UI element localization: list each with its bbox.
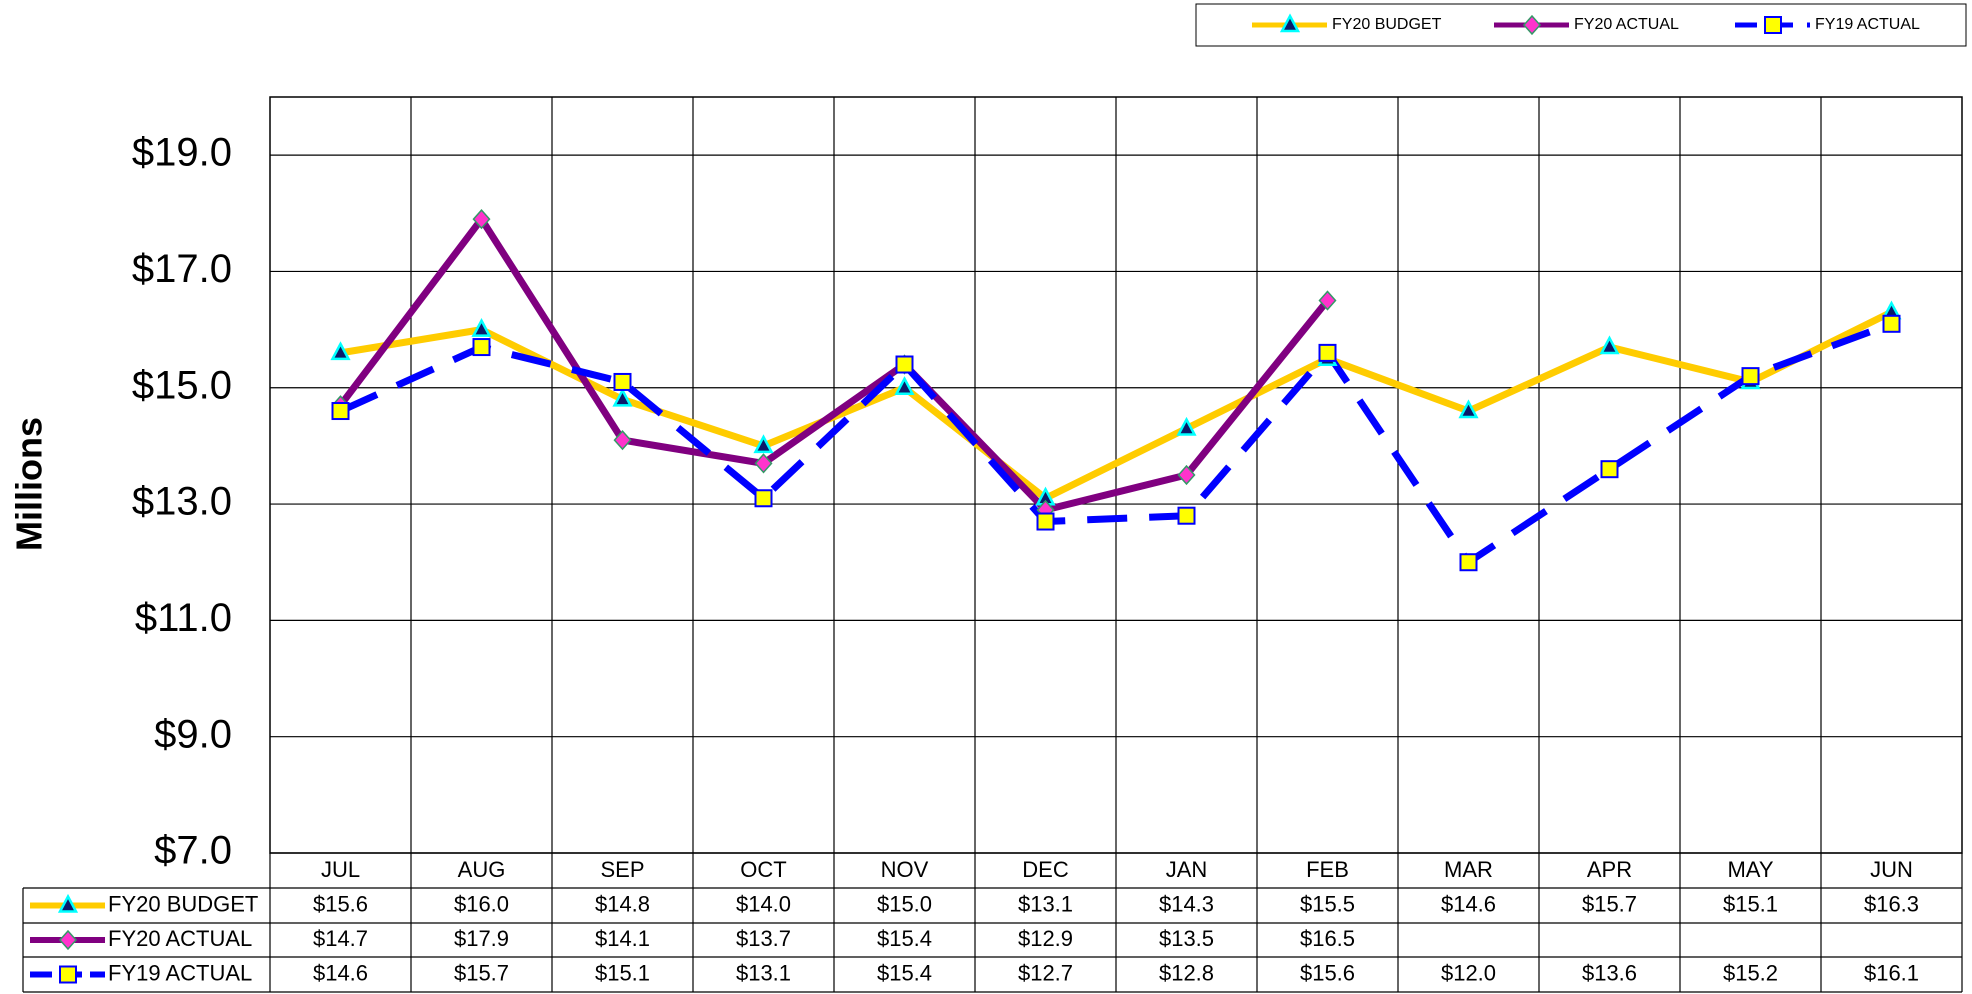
- point: [894, 376, 915, 396]
- table-value: $15.5: [1300, 891, 1355, 916]
- y-tick-label: $9.0: [154, 712, 232, 756]
- table-value: $15.1: [1723, 891, 1778, 916]
- point: [1741, 367, 1760, 386]
- point: [330, 341, 351, 361]
- table-value: $14.3: [1159, 891, 1214, 916]
- x-tick-label: AUG: [458, 857, 506, 882]
- x-tick-label: MAR: [1444, 857, 1493, 882]
- table-value: $15.6: [1300, 960, 1355, 985]
- table-value: $15.7: [454, 960, 509, 985]
- table-swatch-marker: [58, 929, 78, 951]
- table-value: $17.9: [454, 926, 509, 951]
- table-value: $16.3: [1864, 891, 1919, 916]
- point: [471, 317, 492, 337]
- table-series-name: FY20 BUDGET: [108, 891, 258, 916]
- table-value: $16.5: [1300, 926, 1355, 951]
- point: [1600, 460, 1619, 479]
- point: [613, 372, 632, 391]
- x-tick-label: JUL: [321, 857, 360, 882]
- table-value: $12.8: [1159, 960, 1214, 985]
- table-value: $12.7: [1018, 960, 1073, 985]
- table-value: $13.5: [1159, 926, 1214, 951]
- table-value: $14.8: [595, 891, 650, 916]
- table-value: $15.6: [313, 891, 368, 916]
- point: [613, 429, 632, 451]
- x-tick-label: OCT: [740, 857, 786, 882]
- series-line: [339, 320, 1893, 566]
- table-value: $15.2: [1723, 960, 1778, 985]
- y-tick-label: $17.0: [132, 247, 232, 291]
- y-tick-label: $19.0: [132, 131, 232, 175]
- table-value: $13.6: [1582, 960, 1637, 985]
- point: [1318, 343, 1337, 362]
- point: [472, 208, 491, 230]
- y-tick-label: $15.0: [132, 363, 232, 407]
- point: [331, 402, 350, 421]
- legend-marker: [1279, 13, 1301, 33]
- x-tick-label: JUN: [1870, 857, 1913, 882]
- legend-label: FY20 ACTUAL: [1574, 16, 1679, 33]
- point: [1599, 335, 1620, 355]
- table-value: $14.6: [1441, 891, 1496, 916]
- y-tick-label: $7.0: [154, 829, 232, 873]
- point: [1177, 506, 1196, 525]
- point: [1176, 416, 1197, 436]
- point: [895, 355, 914, 374]
- legend-label: FY20 BUDGET: [1332, 16, 1442, 33]
- legend-marker: [1764, 16, 1782, 34]
- y-axis-label: Millions: [9, 417, 50, 551]
- table-value: $14.1: [595, 926, 650, 951]
- point: [1882, 314, 1901, 333]
- table-swatch-marker: [59, 965, 77, 984]
- point: [754, 453, 773, 474]
- table-value: $14.0: [736, 891, 791, 916]
- x-tick-label: JAN: [1166, 857, 1208, 882]
- table-value: $15.4: [877, 960, 932, 985]
- point: [1177, 464, 1196, 486]
- table-series-name: FY19 ACTUAL: [108, 960, 252, 985]
- table-value: $14.6: [313, 960, 368, 985]
- point: [754, 489, 773, 508]
- point: [1458, 399, 1479, 419]
- table-series-name: FY20 ACTUAL: [108, 926, 252, 951]
- point: [753, 434, 774, 454]
- table-value: $14.7: [313, 926, 368, 951]
- table-value: $16.0: [454, 891, 509, 916]
- y-tick-label: $11.0: [135, 596, 232, 640]
- table-value: $15.4: [877, 926, 932, 951]
- legend-marker: [1522, 14, 1542, 36]
- y-tick-label: $13.0: [132, 480, 232, 524]
- x-tick-label: NOV: [881, 857, 929, 882]
- point: [472, 338, 491, 357]
- point: [1459, 553, 1478, 572]
- table-value: $15.1: [595, 960, 650, 985]
- x-tick-label: SEP: [600, 857, 644, 882]
- point: [1318, 290, 1337, 311]
- series-line: [337, 215, 1331, 514]
- table-value: $12.0: [1441, 960, 1496, 985]
- x-tick-label: FEB: [1306, 857, 1349, 882]
- table-swatch-marker: [57, 893, 79, 913]
- x-tick-label: DEC: [1022, 857, 1069, 882]
- legend-label: FY19 ACTUAL: [1815, 16, 1920, 33]
- table-value: $15.7: [1582, 891, 1637, 916]
- table-value: $15.0: [877, 891, 932, 916]
- table-value: $16.1: [1864, 960, 1919, 985]
- table-value: $12.9: [1018, 926, 1073, 951]
- point: [612, 387, 633, 407]
- table-value: $13.1: [1018, 891, 1073, 916]
- x-tick-label: APR: [1587, 857, 1632, 882]
- table-value: $13.7: [736, 926, 791, 951]
- series-line: [339, 309, 1894, 502]
- table-value: $13.1: [736, 960, 791, 985]
- point: [1036, 512, 1055, 531]
- x-tick-label: MAY: [1727, 857, 1773, 882]
